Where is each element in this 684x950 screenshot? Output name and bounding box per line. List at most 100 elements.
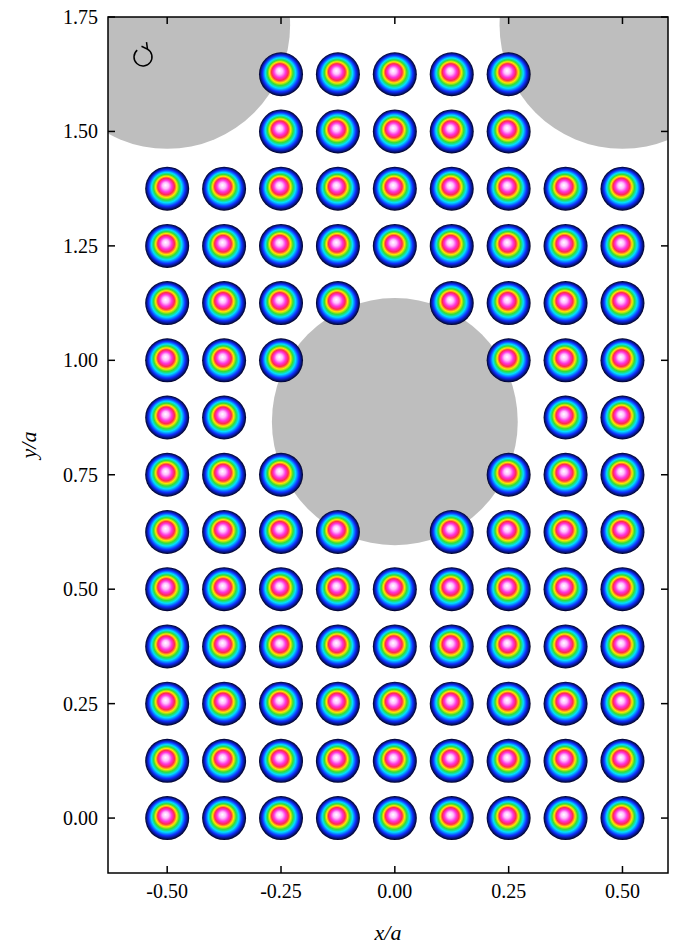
y-tick-label: 1.00 — [63, 349, 98, 371]
mode-pattern — [544, 453, 588, 497]
obstacle — [272, 298, 518, 545]
mode-pattern — [316, 739, 360, 783]
mode-pattern — [544, 796, 588, 840]
x-tick-top — [622, 17, 624, 24]
mode-pattern — [487, 510, 531, 554]
mode-pattern — [487, 52, 531, 96]
mode-pattern — [145, 396, 189, 440]
mode-pattern — [487, 338, 531, 382]
mode-pattern — [316, 167, 360, 211]
mode-pattern — [430, 624, 474, 668]
mode-pattern — [202, 567, 246, 611]
x-tick — [280, 866, 282, 873]
mode-pattern — [259, 624, 303, 668]
y-tick-right — [661, 474, 668, 476]
y-tick-label: 0.25 — [63, 693, 98, 715]
mode-pattern — [600, 796, 644, 840]
mode-pattern — [202, 739, 246, 783]
mode-pattern — [145, 739, 189, 783]
x-tick-label: 0.25 — [491, 880, 526, 902]
mode-pattern — [373, 52, 417, 96]
mode-pattern — [430, 682, 474, 726]
rotation-icon — [134, 49, 152, 66]
x-tick-label: -0.50 — [146, 880, 188, 902]
mode-pattern — [600, 739, 644, 783]
mode-pattern — [316, 682, 360, 726]
mode-pattern — [259, 567, 303, 611]
mode-pattern — [316, 281, 360, 325]
y-tick — [108, 16, 115, 18]
y-tick-label: 0.50 — [63, 578, 98, 600]
mode-pattern — [600, 281, 644, 325]
mode-pattern — [487, 796, 531, 840]
mode-pattern — [544, 281, 588, 325]
x-tick-label: 0.00 — [377, 880, 412, 902]
y-tick-label: 1.75 — [63, 6, 98, 28]
y-tick — [108, 817, 115, 819]
mode-pattern — [544, 567, 588, 611]
mode-pattern — [430, 224, 474, 268]
mode-pattern — [600, 567, 644, 611]
mode-pattern — [487, 281, 531, 325]
mode-pattern — [373, 796, 417, 840]
mode-pattern — [316, 224, 360, 268]
mode-pattern — [430, 510, 474, 554]
mode-pattern — [544, 396, 588, 440]
mode-pattern — [316, 796, 360, 840]
y-tick — [108, 474, 115, 476]
mode-pattern — [487, 739, 531, 783]
x-tick-top — [280, 17, 282, 24]
mode-pattern — [600, 624, 644, 668]
mode-pattern — [373, 109, 417, 153]
mode-pattern — [145, 453, 189, 497]
x-tick-top — [394, 17, 396, 24]
y-tick-right — [661, 360, 668, 362]
mode-pattern — [430, 52, 474, 96]
mode-pattern — [544, 510, 588, 554]
mode-pattern — [373, 624, 417, 668]
x-tick-top — [508, 17, 510, 24]
y-tick-label: 0.00 — [63, 807, 98, 829]
mode-pattern — [259, 224, 303, 268]
y-tick-right — [661, 588, 668, 590]
mode-pattern — [373, 739, 417, 783]
y-tick — [108, 703, 115, 705]
axes: -0.50-0.250.000.250.500.000.250.500.751.… — [63, 6, 668, 902]
y-tick — [108, 588, 115, 590]
mode-pattern — [145, 796, 189, 840]
y-tick — [108, 360, 115, 362]
mode-pattern — [145, 624, 189, 668]
x-tick — [622, 866, 624, 873]
mode-pattern — [430, 109, 474, 153]
mode-pattern — [600, 167, 644, 211]
mode-pattern — [202, 224, 246, 268]
mode-pattern — [487, 109, 531, 153]
mode-pattern — [600, 453, 644, 497]
mode-pattern — [145, 682, 189, 726]
y-tick-right — [661, 703, 668, 705]
mode-pattern — [316, 109, 360, 153]
mode-pattern — [259, 52, 303, 96]
mode-pattern — [600, 510, 644, 554]
rotation-icon-head — [142, 42, 148, 49]
plot-frame — [108, 17, 668, 873]
mode-pattern — [259, 109, 303, 153]
x-axis-title: x/a — [374, 920, 402, 945]
mode-pattern — [202, 624, 246, 668]
mode-pattern — [259, 167, 303, 211]
mode-pattern — [487, 453, 531, 497]
y-tick-right — [661, 131, 668, 133]
mode-pattern — [259, 739, 303, 783]
y-tick-label: 1.25 — [63, 235, 98, 257]
x-tick-label: -0.25 — [260, 880, 302, 902]
mode-pattern — [145, 167, 189, 211]
mode-pattern — [259, 510, 303, 554]
mode-pattern — [202, 510, 246, 554]
mode-pattern — [316, 510, 360, 554]
mode-pattern — [430, 567, 474, 611]
mode-pattern — [202, 796, 246, 840]
chart: -0.50-0.250.000.250.500.000.250.500.751.… — [0, 0, 684, 950]
mode-pattern — [259, 682, 303, 726]
y-tick-label: 1.50 — [63, 120, 98, 142]
mode-pattern — [373, 167, 417, 211]
